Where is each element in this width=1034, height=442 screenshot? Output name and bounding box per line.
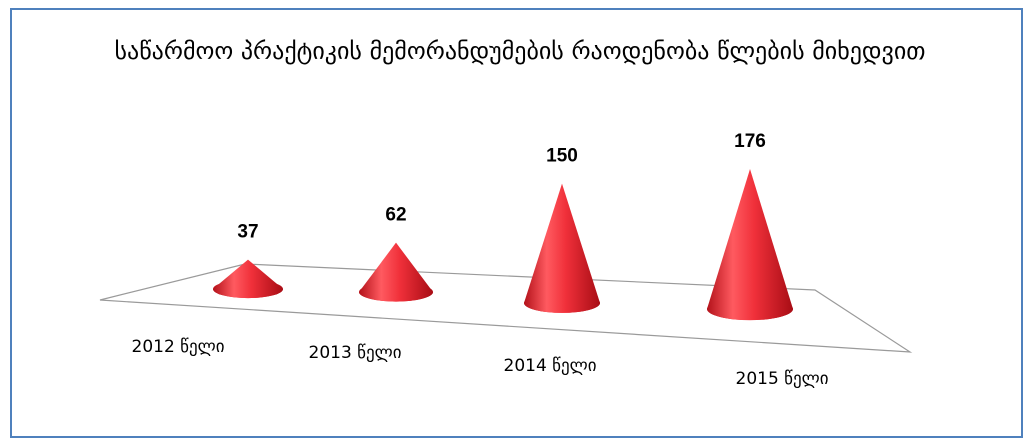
value-label: 150 <box>546 146 578 167</box>
category-label: 2013 წელი <box>309 343 402 363</box>
category-label: 2012 წელი <box>132 337 225 357</box>
cone <box>707 169 793 321</box>
floor <box>99 263 913 353</box>
cone <box>359 242 433 302</box>
value-label: 176 <box>734 131 766 152</box>
cone <box>524 183 600 313</box>
cone <box>213 259 283 299</box>
chart-title: საწარმოო პრაქტიკის მემორანდუმების რაოდენ… <box>114 37 926 65</box>
cone-body <box>213 259 283 299</box>
cone-body <box>359 242 433 302</box>
value-label: 37 <box>237 222 258 243</box>
frame-border <box>10 8 1023 438</box>
cone-body <box>524 183 600 313</box>
category-label: 2014 წელი <box>504 356 597 376</box>
value-label: 62 <box>385 205 406 226</box>
category-label: 2015 წელი <box>736 369 829 389</box>
cone-body <box>707 169 793 321</box>
